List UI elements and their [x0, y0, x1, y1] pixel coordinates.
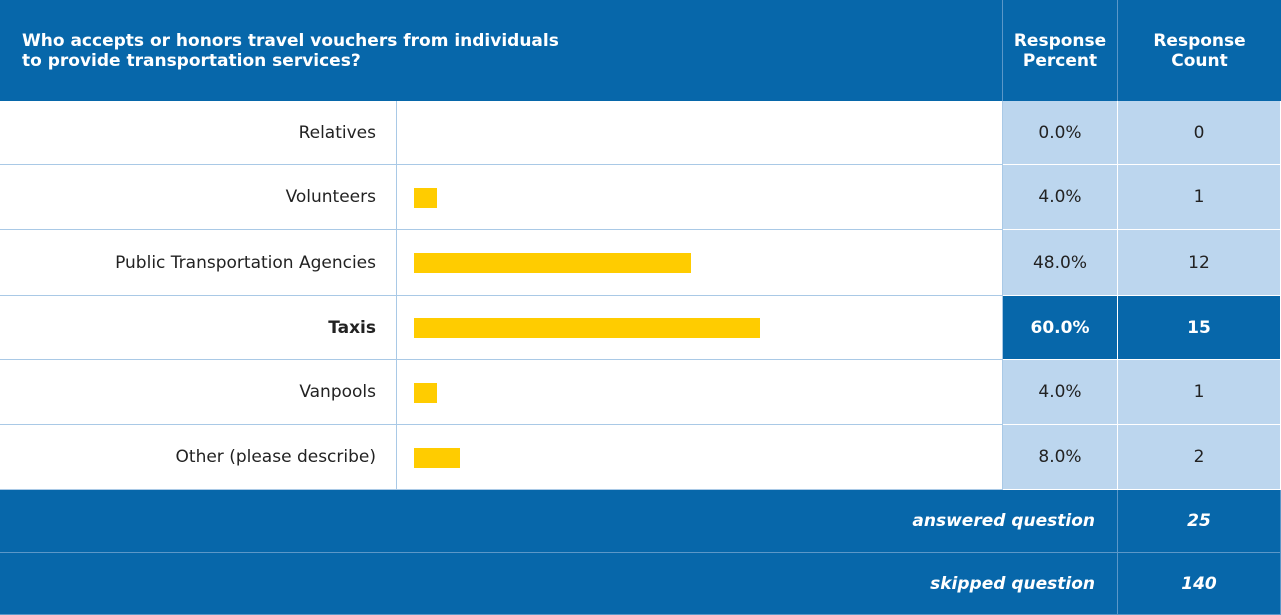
header-count: Response Count [1118, 0, 1281, 101]
bar [414, 187, 438, 208]
response-count: 12 [1118, 230, 1281, 296]
header-question: Who accepts or honors travel vouchers fr… [0, 0, 1003, 101]
footer-count: 25 [1118, 490, 1281, 553]
response-percent: 60.0% [1003, 296, 1118, 360]
row-label: Vanpools [0, 360, 397, 425]
bar [414, 382, 438, 403]
response-count: 0 [1118, 101, 1281, 165]
response-percent: 0.0% [1003, 101, 1118, 165]
response-count: 2 [1118, 425, 1281, 490]
row-label: Public Transportation Agencies [0, 230, 397, 296]
header-percent: Response Percent [1003, 0, 1118, 101]
response-percent: 4.0% [1003, 165, 1118, 230]
footer-label: answered question [0, 490, 1118, 553]
bar [414, 318, 761, 338]
response-percent: 48.0% [1003, 230, 1118, 296]
response-percent: 4.0% [1003, 360, 1118, 425]
response-count: 1 [1118, 165, 1281, 230]
bar-cell [397, 165, 1003, 230]
bar-cell [397, 296, 1003, 360]
bar [414, 253, 691, 273]
bar-cell [397, 230, 1003, 296]
bar-cell [397, 101, 1003, 165]
response-count: 1 [1118, 360, 1281, 425]
response-count: 15 [1118, 296, 1281, 360]
row-label: Other (please describe) [0, 425, 397, 490]
footer-count: 140 [1118, 553, 1281, 615]
bar-cell [397, 360, 1003, 425]
row-label: Volunteers [0, 165, 397, 230]
row-label: Relatives [0, 101, 397, 165]
bar [414, 447, 461, 468]
bar-cell [397, 425, 1003, 490]
footer-label: skipped question [0, 553, 1118, 615]
row-label: Taxis [0, 296, 397, 360]
response-percent: 8.0% [1003, 425, 1118, 490]
